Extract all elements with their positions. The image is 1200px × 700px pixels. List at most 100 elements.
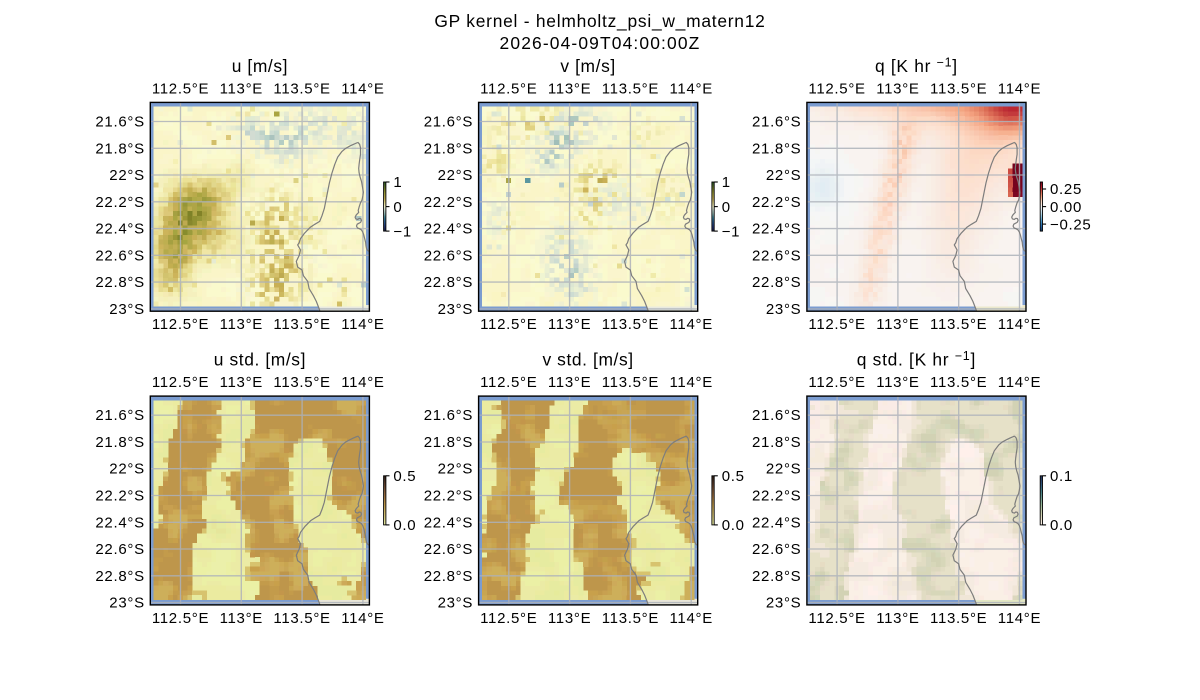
svg-text:21.8°S: 21.8°S [424, 434, 473, 451]
svg-text:23°S: 23°S [109, 301, 145, 318]
svg-text:114°E: 114°E [998, 374, 1041, 391]
svg-text:21.8°S: 21.8°S [752, 140, 801, 157]
svg-text:22.2°S: 22.2°S [95, 488, 144, 505]
svg-text:22.4°S: 22.4°S [752, 514, 801, 531]
svg-text:114°E: 114°E [998, 610, 1041, 627]
svg-text:113.5°E: 113.5°E [930, 80, 987, 97]
svg-text:113.5°E: 113.5°E [602, 374, 659, 391]
svg-text:112.5°E: 112.5°E [808, 80, 865, 97]
svg-text:q std. [K hr −1]: q std. [K hr −1] [857, 349, 976, 370]
svg-text:112.5°E: 112.5°E [152, 80, 209, 97]
svg-text:−1: −1 [722, 223, 741, 240]
svg-text:22.2°S: 22.2°S [424, 488, 473, 505]
svg-text:113.5°E: 113.5°E [602, 610, 659, 627]
svg-text:23°S: 23°S [438, 595, 474, 612]
svg-text:113°E: 113°E [548, 316, 591, 333]
svg-text:22°S: 22°S [109, 167, 145, 184]
svg-text:113.5°E: 113.5°E [273, 374, 330, 391]
svg-text:22.4°S: 22.4°S [95, 514, 144, 531]
svg-text:112.5°E: 112.5°E [152, 610, 209, 627]
svg-text:113.5°E: 113.5°E [602, 80, 659, 97]
svg-text:0.5: 0.5 [722, 468, 745, 485]
svg-text:114°E: 114°E [998, 316, 1041, 333]
svg-text:113.5°E: 113.5°E [930, 374, 987, 391]
svg-text:113°E: 113°E [220, 374, 263, 391]
svg-text:22.8°S: 22.8°S [95, 274, 144, 291]
svg-text:1: 1 [393, 174, 402, 191]
svg-text:0: 0 [393, 199, 402, 216]
svg-text:21.6°S: 21.6°S [752, 407, 801, 424]
svg-text:v [m/s]: v [m/s] [560, 56, 615, 76]
svg-text:114°E: 114°E [341, 610, 384, 627]
svg-text:112.5°E: 112.5°E [808, 374, 865, 391]
svg-text:112.5°E: 112.5°E [808, 316, 865, 333]
svg-text:113°E: 113°E [876, 316, 919, 333]
svg-text:114°E: 114°E [669, 610, 712, 627]
svg-text:0.5: 0.5 [393, 468, 416, 485]
svg-text:113°E: 113°E [876, 374, 919, 391]
svg-text:2026-04-09T04:00:00Z: 2026-04-09T04:00:00Z [500, 33, 701, 53]
svg-text:22.8°S: 22.8°S [95, 568, 144, 585]
svg-text:112.5°E: 112.5°E [152, 316, 209, 333]
svg-text:22.4°S: 22.4°S [752, 221, 801, 238]
svg-text:113°E: 113°E [220, 610, 263, 627]
svg-text:114°E: 114°E [669, 374, 712, 391]
svg-text:−1: −1 [393, 223, 412, 240]
svg-text:21.6°S: 21.6°S [95, 114, 144, 131]
svg-text:114°E: 114°E [341, 374, 384, 391]
svg-text:113.5°E: 113.5°E [273, 610, 330, 627]
svg-text:113.5°E: 113.5°E [602, 316, 659, 333]
svg-text:21.8°S: 21.8°S [95, 434, 144, 451]
svg-text:113°E: 113°E [548, 374, 591, 391]
svg-text:113°E: 113°E [876, 80, 919, 97]
svg-text:22.2°S: 22.2°S [424, 194, 473, 211]
svg-text:112.5°E: 112.5°E [152, 374, 209, 391]
svg-text:113.5°E: 113.5°E [930, 316, 987, 333]
svg-text:22°S: 22°S [438, 167, 474, 184]
svg-text:0: 0 [722, 199, 731, 216]
svg-text:112.5°E: 112.5°E [480, 316, 537, 333]
svg-text:0.0: 0.0 [393, 517, 416, 534]
svg-text:22.8°S: 22.8°S [424, 568, 473, 585]
svg-text:GP kernel - helmholtz_psi_w_ma: GP kernel - helmholtz_psi_w_matern12 [434, 11, 765, 31]
svg-text:22.2°S: 22.2°S [752, 194, 801, 211]
svg-text:22.2°S: 22.2°S [752, 488, 801, 505]
svg-text:0.0: 0.0 [722, 517, 745, 534]
svg-text:113°E: 113°E [548, 80, 591, 97]
svg-text:113.5°E: 113.5°E [930, 610, 987, 627]
svg-text:22.8°S: 22.8°S [424, 274, 473, 291]
svg-text:113°E: 113°E [876, 610, 919, 627]
svg-text:23°S: 23°S [766, 301, 802, 318]
svg-text:22.6°S: 22.6°S [752, 541, 801, 558]
svg-text:22°S: 22°S [766, 461, 802, 478]
svg-text:21.6°S: 21.6°S [424, 114, 473, 131]
svg-text:23°S: 23°S [766, 595, 802, 612]
svg-text:112.5°E: 112.5°E [480, 374, 537, 391]
svg-text:113°E: 113°E [220, 80, 263, 97]
svg-text:22.8°S: 22.8°S [752, 274, 801, 291]
svg-text:22.4°S: 22.4°S [424, 221, 473, 238]
svg-text:112.5°E: 112.5°E [480, 80, 537, 97]
svg-text:22.4°S: 22.4°S [95, 221, 144, 238]
svg-text:q [K hr −1]: q [K hr −1] [875, 55, 958, 76]
svg-text:22°S: 22°S [109, 461, 145, 478]
svg-text:0.00: 0.00 [1050, 199, 1082, 216]
svg-text:113°E: 113°E [220, 316, 263, 333]
svg-text:22.4°S: 22.4°S [424, 514, 473, 531]
svg-text:21.8°S: 21.8°S [752, 434, 801, 451]
svg-text:21.8°S: 21.8°S [424, 140, 473, 157]
svg-text:112.5°E: 112.5°E [480, 610, 537, 627]
svg-text:0.1: 0.1 [1050, 468, 1073, 485]
svg-text:22°S: 22°S [438, 461, 474, 478]
svg-text:0.25: 0.25 [1050, 181, 1082, 198]
svg-text:114°E: 114°E [341, 80, 384, 97]
svg-text:u std. [m/s]: u std. [m/s] [214, 350, 306, 370]
svg-text:21.6°S: 21.6°S [424, 407, 473, 424]
svg-text:22.6°S: 22.6°S [752, 247, 801, 264]
svg-text:22.6°S: 22.6°S [424, 247, 473, 264]
svg-text:23°S: 23°S [438, 301, 474, 318]
svg-text:−0.25: −0.25 [1050, 216, 1091, 233]
svg-text:114°E: 114°E [669, 80, 712, 97]
svg-text:22.6°S: 22.6°S [95, 541, 144, 558]
svg-text:114°E: 114°E [341, 316, 384, 333]
